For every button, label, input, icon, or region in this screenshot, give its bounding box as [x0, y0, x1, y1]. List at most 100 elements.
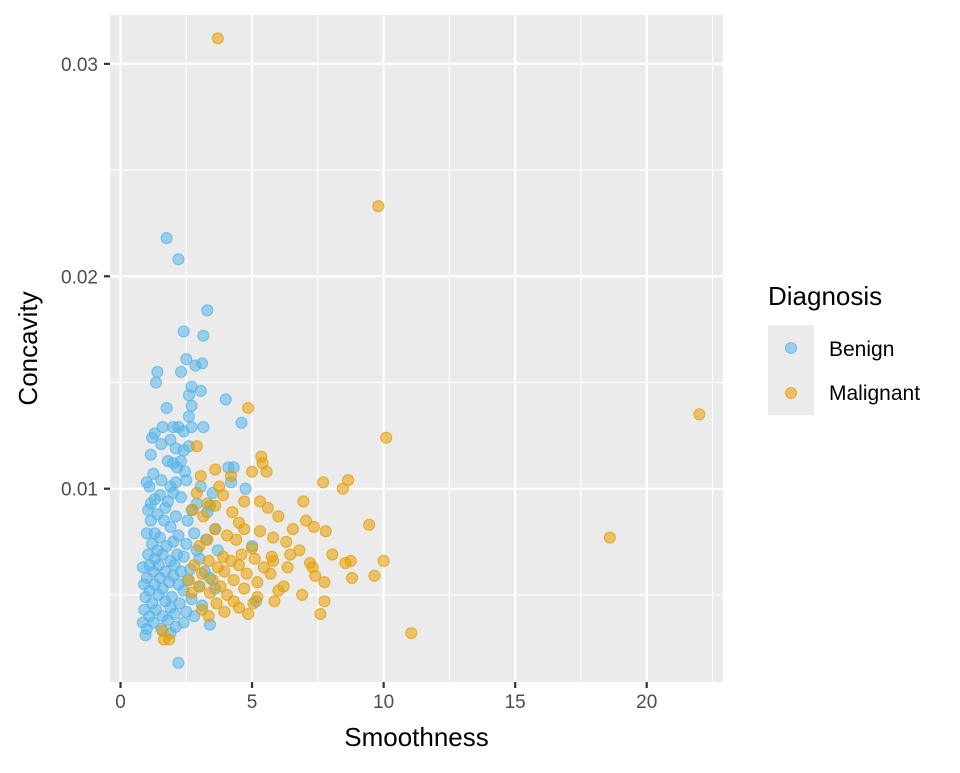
x-tick-label: 0 — [115, 692, 126, 713]
data-point-malignant — [377, 554, 390, 567]
data-point-malignant — [260, 465, 273, 478]
data-point-malignant — [232, 559, 245, 572]
data-point-benign — [177, 325, 190, 338]
data-point-benign — [160, 401, 173, 415]
legend-title: Diagnosis — [768, 281, 882, 311]
legend: Diagnosis Benign Malignant — [768, 281, 920, 415]
data-point-benign — [151, 365, 164, 378]
data-point-malignant — [209, 463, 222, 476]
x-tick-label: 10 — [373, 692, 394, 713]
data-point-malignant — [272, 510, 285, 523]
data-point-malignant — [267, 554, 280, 567]
data-point-malignant — [218, 565, 231, 578]
data-point-malignant — [251, 576, 264, 589]
data-point-benign — [197, 329, 210, 342]
data-point-benign — [197, 421, 210, 434]
data-point-malignant — [202, 610, 215, 623]
data-point-malignant — [280, 535, 293, 548]
data-point-benign — [181, 514, 194, 527]
data-point-benign — [172, 656, 185, 669]
data-point-malignant — [307, 520, 320, 533]
data-point-benign — [194, 384, 207, 398]
data-point-benign — [201, 304, 214, 317]
data-point-malignant — [296, 588, 309, 601]
data-point-benign — [144, 514, 157, 527]
data-point-malignant — [297, 495, 310, 508]
data-point-benign — [180, 474, 193, 487]
data-point-malignant — [286, 523, 299, 536]
data-point-malignant — [201, 533, 214, 546]
data-point-malignant — [197, 510, 210, 523]
series-malignant — [156, 32, 706, 646]
legend-key-background — [768, 325, 814, 415]
data-point-malignant — [299, 514, 313, 527]
x-axis-title: Smoothness — [344, 722, 489, 752]
data-point-benign — [177, 550, 190, 563]
data-point-malignant — [227, 573, 240, 587]
data-point-benign — [155, 474, 168, 487]
data-point-malignant — [284, 548, 297, 561]
data-point-benign — [174, 491, 188, 504]
data-point-malignant — [182, 573, 195, 587]
legend-key-malignant — [784, 386, 798, 400]
plot-panel — [110, 15, 723, 682]
data-point-benign — [180, 353, 193, 366]
legend-label-malignant: Malignant — [829, 382, 920, 405]
data-point-benign — [139, 629, 152, 642]
data-point-benign — [235, 416, 248, 429]
y-tick-label: 0.01 — [61, 480, 98, 501]
data-point-benign — [188, 610, 201, 623]
data-point-malignant — [368, 569, 381, 582]
data-point-malignant — [190, 440, 203, 453]
data-point-malignant — [248, 552, 261, 565]
data-point-benign — [182, 410, 195, 423]
data-point-benign — [149, 376, 163, 389]
data-point-malignant — [196, 567, 209, 580]
data-point-malignant — [281, 561, 294, 574]
data-point-malignant — [209, 523, 222, 536]
data-point-malignant — [224, 469, 238, 483]
data-point-malignant — [238, 523, 251, 536]
data-point-malignant — [264, 567, 277, 580]
data-point-malignant — [372, 200, 385, 213]
legend-key-benign — [784, 341, 798, 355]
x-tick-label: 5 — [247, 692, 258, 713]
data-point-benign — [180, 537, 193, 550]
data-point-malignant — [240, 567, 253, 580]
x-tick-label: 15 — [505, 692, 526, 713]
data-point-benign — [164, 520, 177, 533]
data-point-malignant — [317, 476, 330, 489]
data-point-benign — [188, 527, 201, 540]
data-point-malignant — [253, 525, 267, 538]
data-point-benign — [159, 501, 172, 514]
data-point-malignant — [314, 607, 327, 621]
data-point-benign — [144, 448, 157, 461]
grid-minor — [110, 15, 723, 682]
data-point-malignant — [206, 573, 219, 587]
data-point-benign — [177, 425, 190, 438]
legend-label-benign: Benign — [829, 338, 894, 361]
x-axis: 0 5 10 15 20 — [115, 682, 657, 713]
data-point-malignant — [242, 401, 255, 415]
data-point-malignant — [209, 499, 222, 512]
y-axis-title: Concavity — [13, 291, 43, 405]
data-point-malignant — [246, 542, 259, 555]
data-point-malignant — [267, 531, 280, 544]
data-point-malignant — [226, 506, 239, 519]
y-tick-label: 0.03 — [61, 55, 98, 76]
data-point-benign — [185, 399, 198, 412]
data-point-malignant — [268, 595, 281, 608]
data-point-malignant — [232, 601, 245, 614]
data-point-malignant — [326, 548, 339, 561]
y-tick-label: 0.02 — [61, 267, 98, 288]
data-point-malignant — [214, 580, 227, 593]
data-point-malignant — [405, 627, 418, 640]
data-point-malignant — [336, 482, 349, 495]
data-point-benign — [147, 467, 160, 480]
data-point-malignant — [253, 495, 267, 508]
data-point-malignant — [342, 474, 355, 487]
data-point-malignant — [190, 486, 203, 499]
data-point-malignant — [238, 495, 251, 508]
